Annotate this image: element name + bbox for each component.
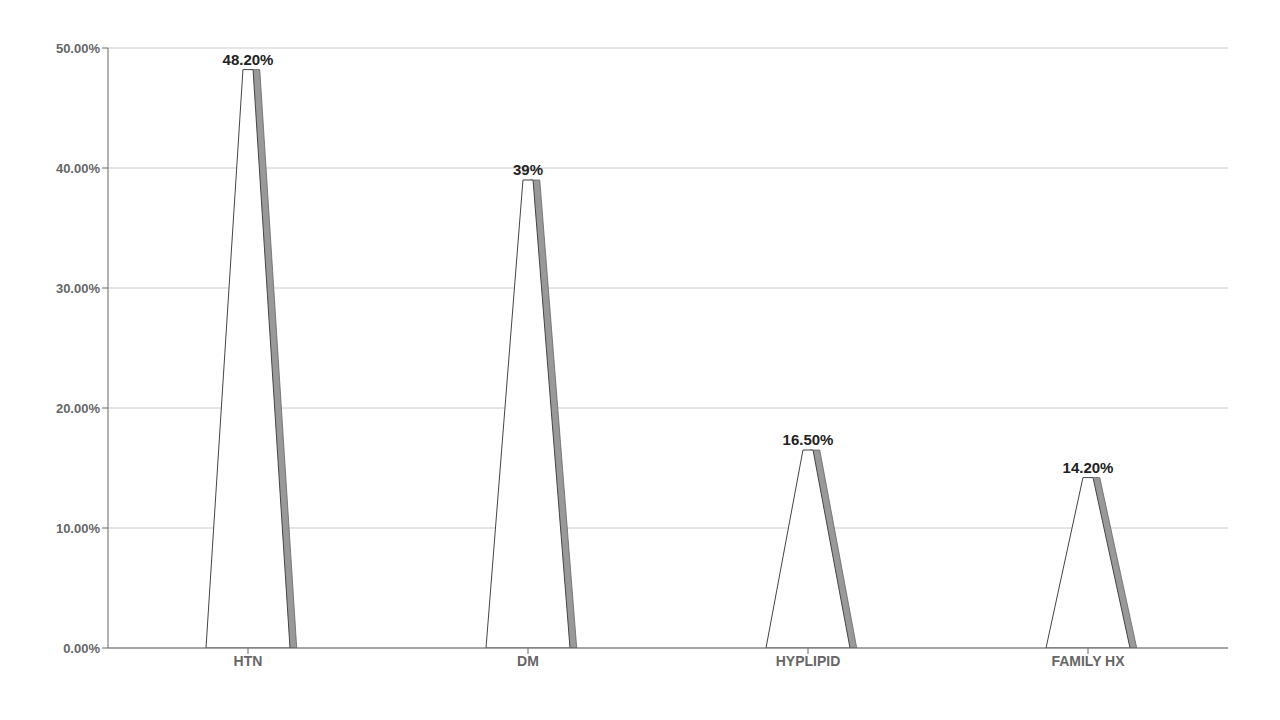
svg-text:50.00%: 50.00% (56, 41, 101, 56)
svg-text:39%: 39% (513, 161, 543, 178)
svg-text:0.00%: 0.00% (63, 641, 100, 656)
svg-text:30.00%: 30.00% (56, 281, 101, 296)
svg-text:16.50%: 16.50% (783, 431, 834, 448)
svg-text:48.20%: 48.20% (223, 51, 274, 68)
svg-text:20.00%: 20.00% (56, 401, 101, 416)
svg-text:10.00%: 10.00% (56, 521, 101, 536)
svg-text:FAMILY HX: FAMILY HX (1051, 653, 1125, 669)
svg-text:DM: DM (517, 653, 539, 669)
svg-text:40.00%: 40.00% (56, 161, 101, 176)
svg-text:HTN: HTN (234, 653, 263, 669)
svg-text:14.20%: 14.20% (1063, 459, 1114, 476)
svg-text:HYPLIPID: HYPLIPID (776, 653, 841, 669)
